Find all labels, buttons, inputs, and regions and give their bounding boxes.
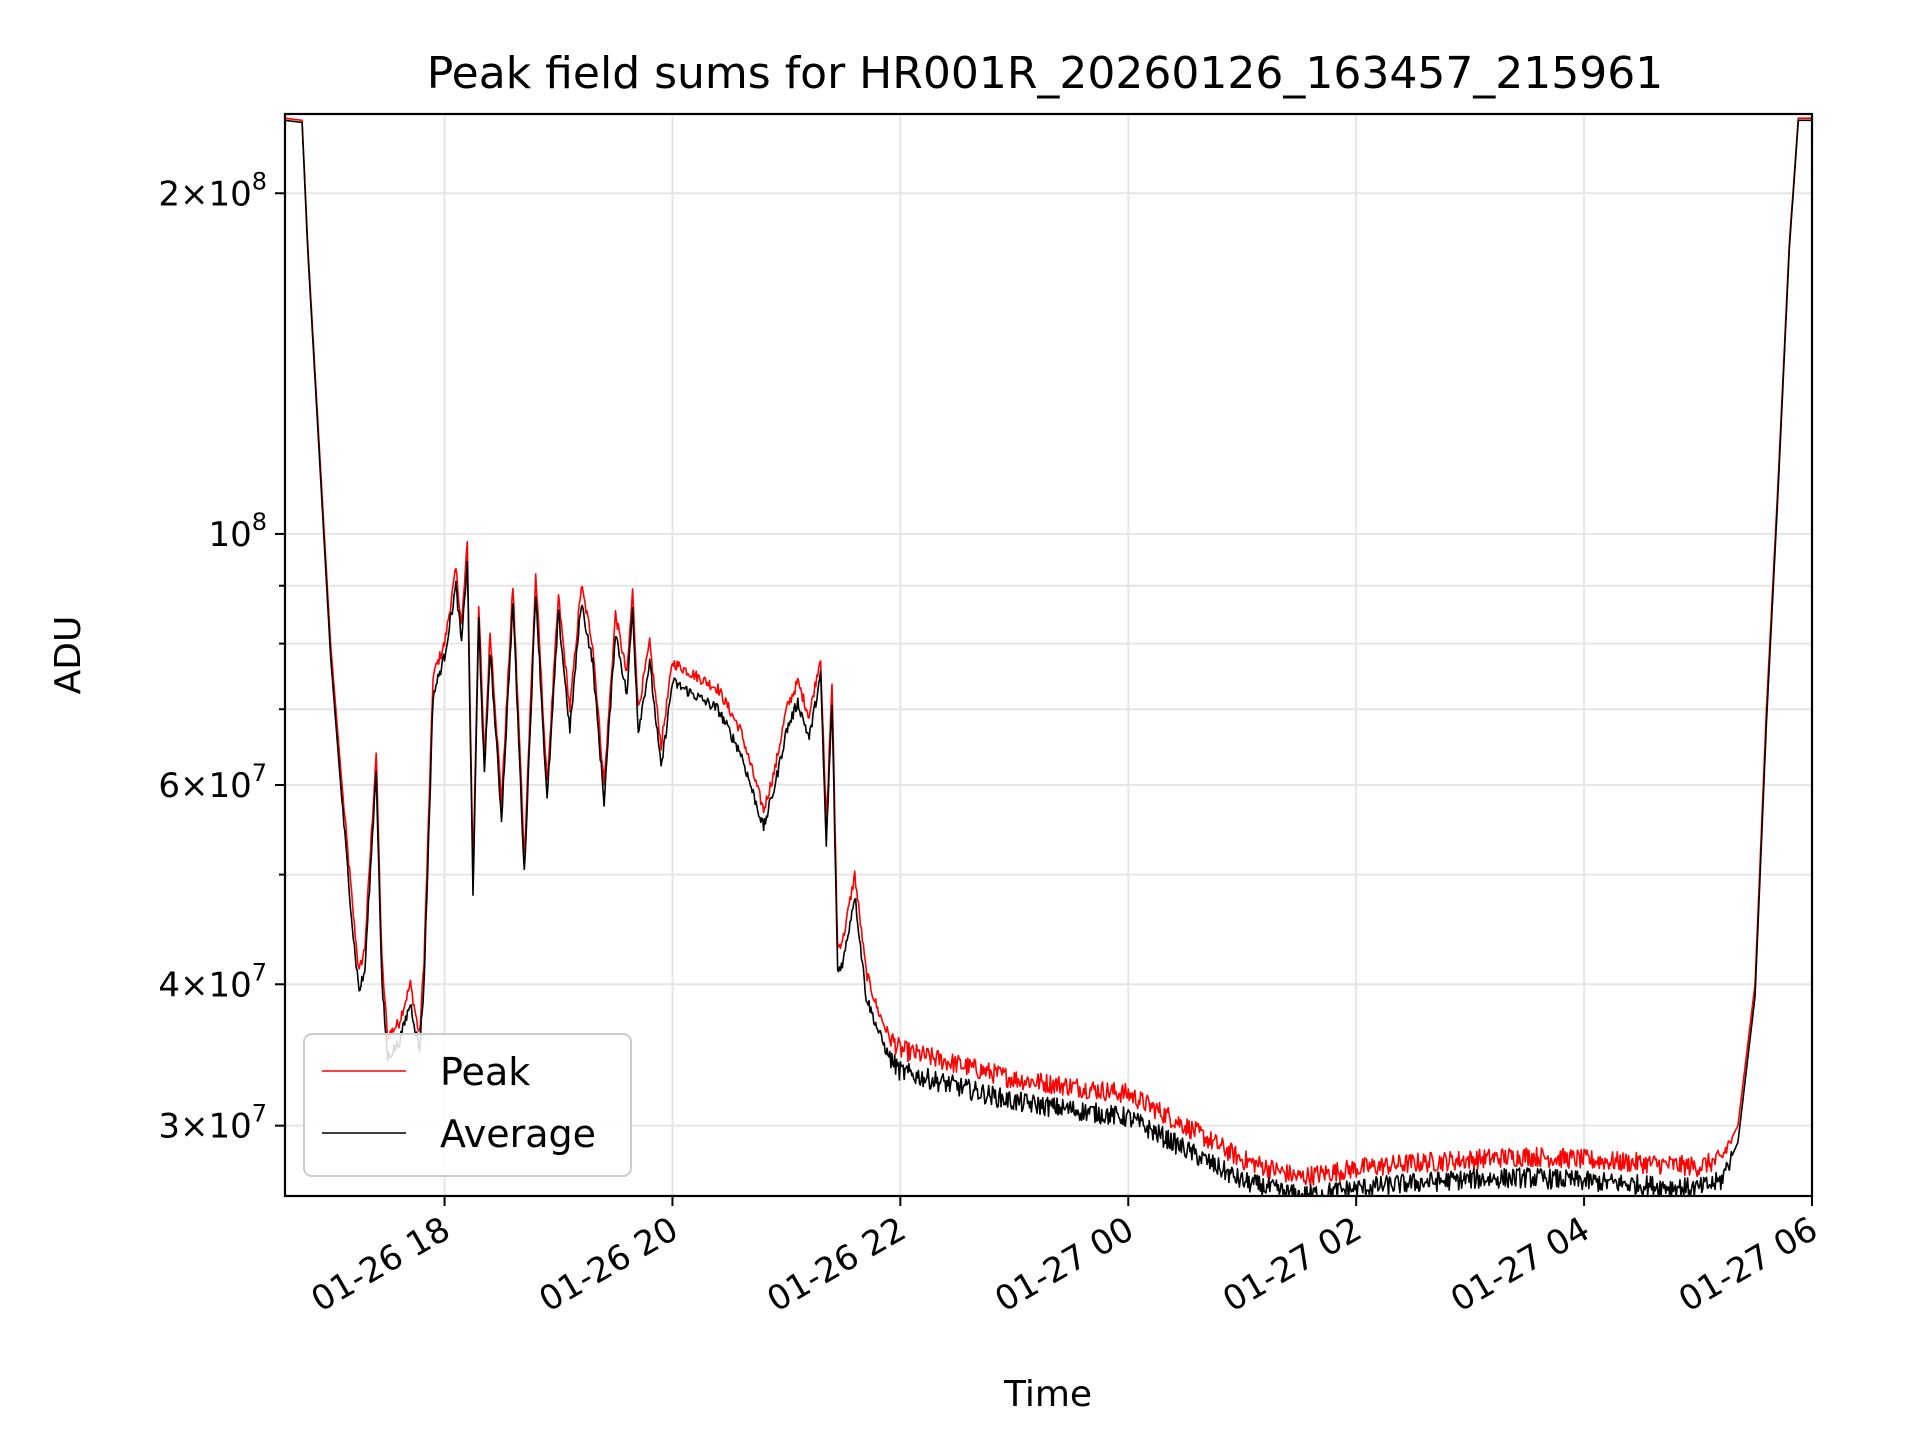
x-tick-label: 01-26 18 <box>305 1209 457 1320</box>
chart-title: Peak field sums for HR001R_20260126_1634… <box>427 48 1664 99</box>
plot-frame <box>283 112 1814 1198</box>
y-tick-label: 3×107 <box>158 1100 267 1147</box>
series-average-line <box>285 119 1812 1196</box>
y-axis-label: ADU <box>48 616 89 695</box>
series-layer <box>285 117 1812 1196</box>
legend-peak-label: Peak <box>440 1050 530 1094</box>
x-axis-label: Time <box>1003 1374 1092 1415</box>
legend-box <box>303 1033 632 1177</box>
grid-lines <box>285 114 1813 1196</box>
series-peak-line <box>285 117 1812 1187</box>
x-tick-label: 01-26 20 <box>533 1209 685 1320</box>
y-tick-label: 2×108 <box>158 167 267 214</box>
x-tick-label: 01-27 04 <box>1444 1209 1596 1320</box>
legend-average-label: Average <box>440 1112 596 1156</box>
x-tick-label: 01-27 00 <box>988 1209 1140 1320</box>
y-tick-label: 4×107 <box>158 958 267 1005</box>
x-tick-label: 01-27 02 <box>1216 1209 1368 1320</box>
legend: Peak Average <box>303 1033 632 1177</box>
y-tick-label: 6×107 <box>158 759 267 806</box>
x-tick-label: 01-27 06 <box>1672 1209 1824 1320</box>
y-tick-label: 108 <box>208 508 267 555</box>
x-tick-label: 01-26 22 <box>760 1209 912 1320</box>
